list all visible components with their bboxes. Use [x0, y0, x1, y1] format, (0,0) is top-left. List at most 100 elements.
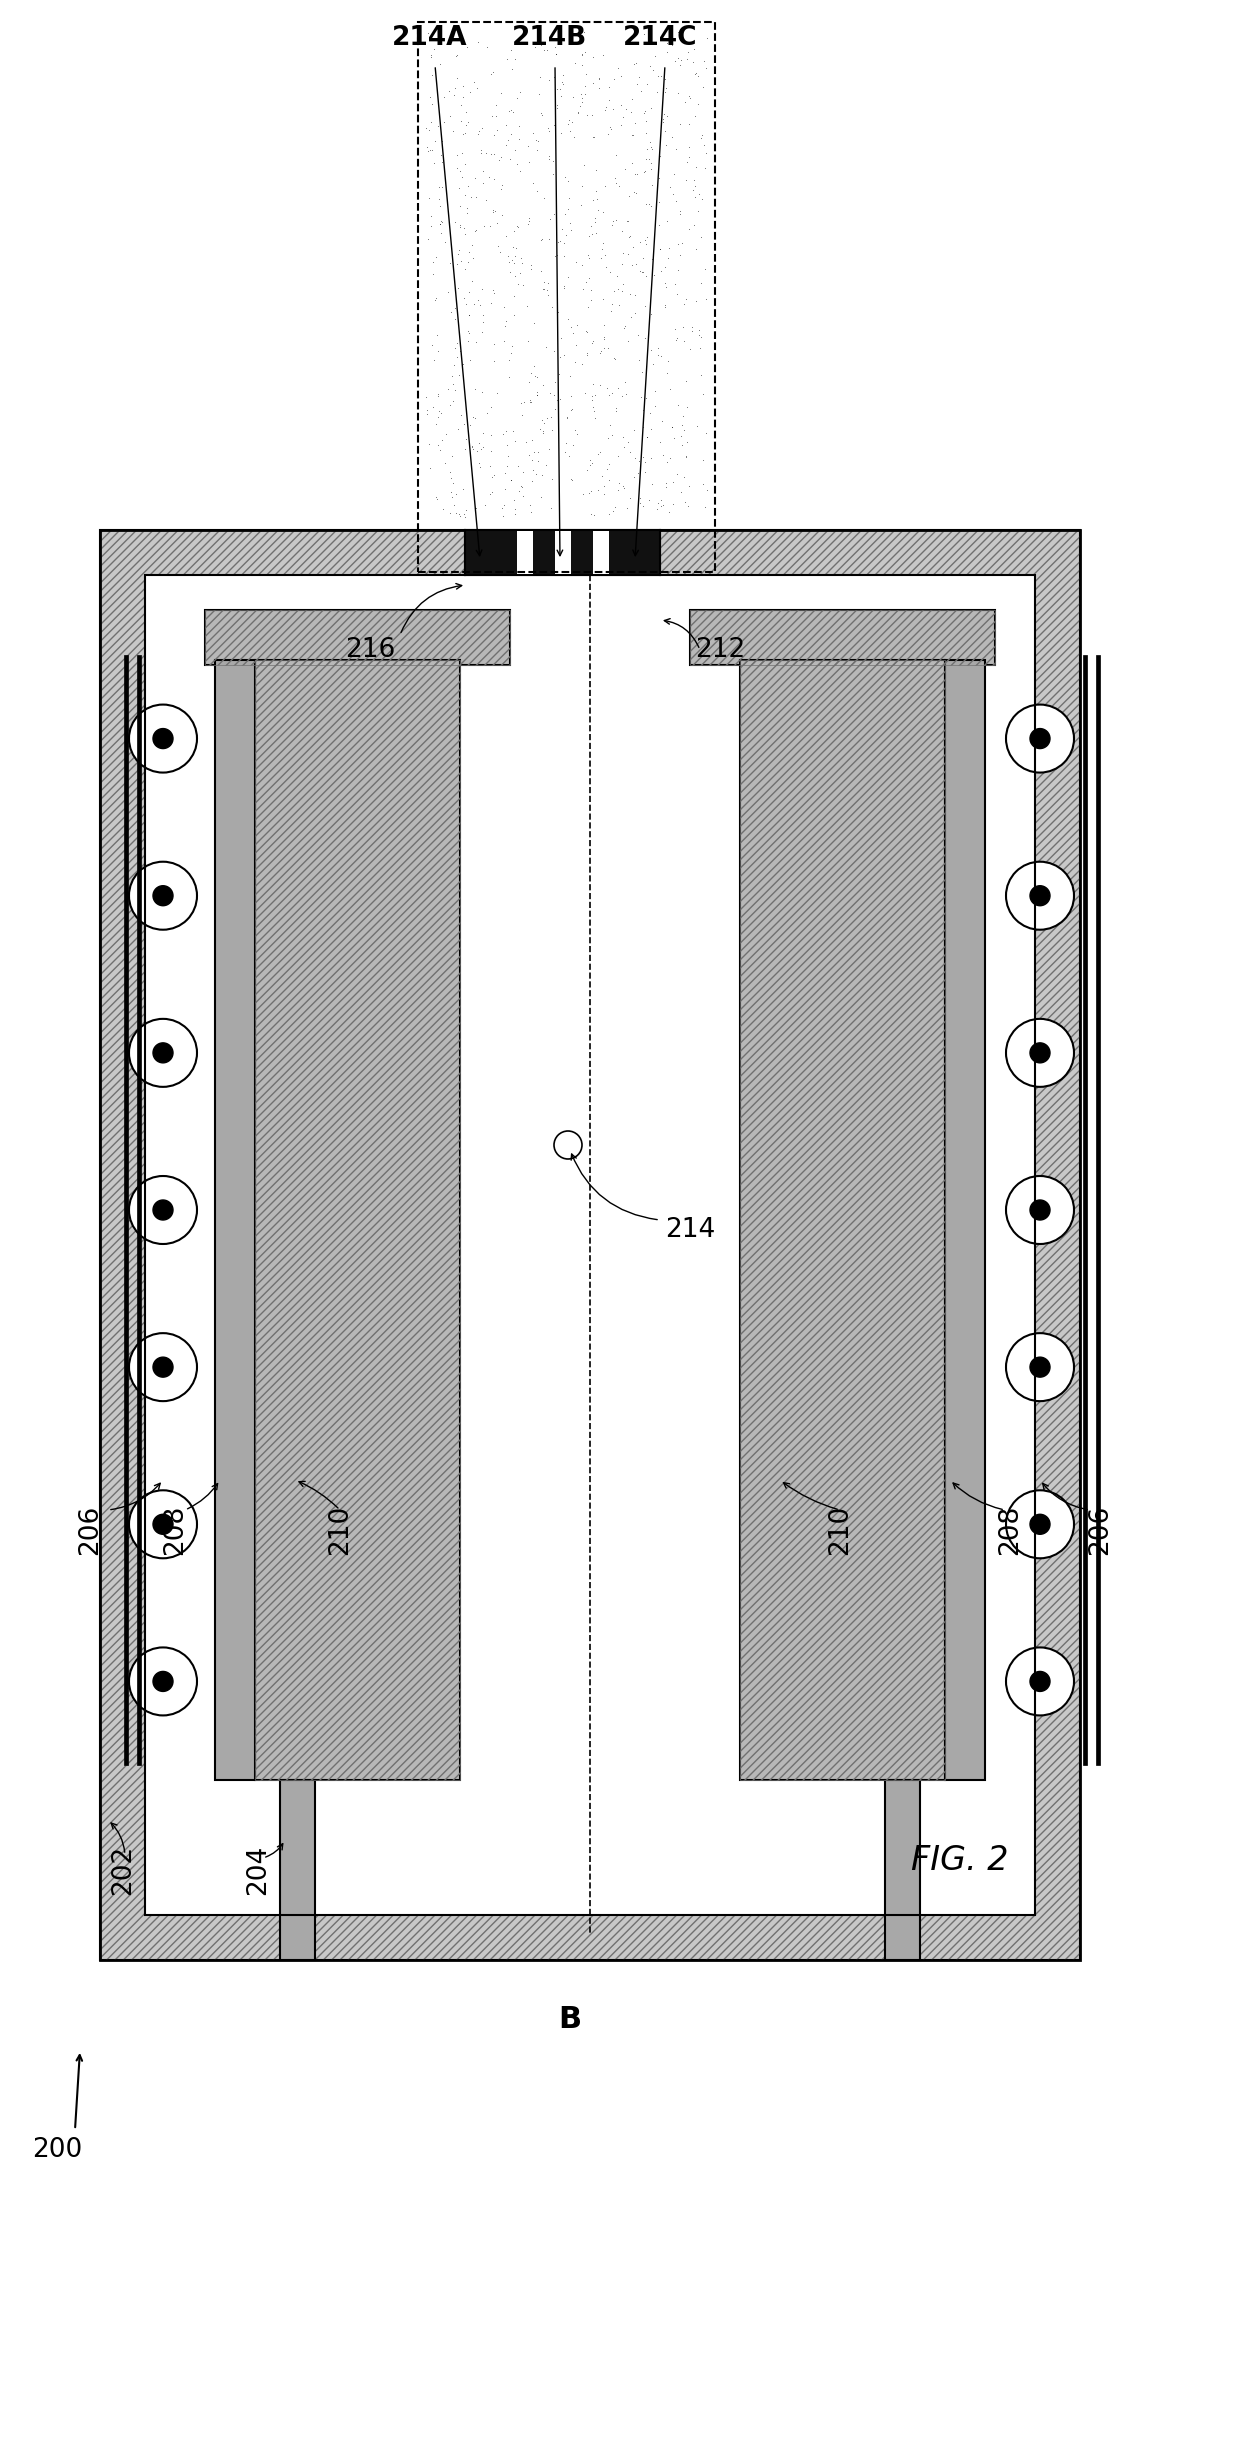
- Point: [511, 382, 531, 421]
- Point: [582, 323, 601, 363]
- Point: [622, 142, 642, 181]
- Point: [537, 29, 557, 69]
- Point: [548, 86, 568, 125]
- Point: [455, 497, 475, 537]
- Point: [444, 76, 464, 115]
- Point: [505, 277, 525, 316]
- Point: [511, 466, 531, 505]
- Point: [565, 243, 585, 282]
- Point: [686, 54, 706, 93]
- Point: [582, 96, 601, 135]
- Point: [683, 172, 703, 211]
- Point: [605, 338, 625, 377]
- Point: [417, 108, 436, 147]
- Point: [546, 390, 565, 429]
- Point: [635, 220, 655, 260]
- Bar: [689, 610, 994, 664]
- Circle shape: [1006, 1333, 1074, 1401]
- Point: [471, 372, 491, 412]
- Point: [634, 390, 653, 429]
- Point: [563, 314, 583, 353]
- Point: [632, 252, 652, 292]
- Point: [472, 296, 492, 336]
- Point: [482, 456, 502, 495]
- Point: [627, 453, 647, 492]
- Point: [672, 223, 692, 262]
- Point: [688, 56, 708, 96]
- Point: [539, 61, 559, 100]
- Point: [618, 235, 637, 274]
- Point: [594, 318, 614, 358]
- Point: [495, 485, 515, 524]
- Point: [657, 201, 677, 240]
- Point: [482, 96, 502, 135]
- Point: [419, 179, 439, 218]
- Point: [603, 417, 622, 456]
- Point: [647, 74, 667, 113]
- Point: [650, 181, 670, 220]
- Point: [562, 458, 582, 497]
- Point: [696, 49, 715, 88]
- Point: [631, 377, 651, 417]
- Point: [424, 341, 444, 380]
- Point: [544, 105, 564, 145]
- Point: [449, 230, 469, 270]
- Point: [693, 441, 713, 480]
- Point: [606, 201, 626, 240]
- Point: [675, 458, 694, 497]
- Circle shape: [153, 1671, 174, 1690]
- Point: [503, 93, 523, 132]
- Bar: [100, 529, 1080, 1960]
- Point: [459, 311, 479, 350]
- Point: [449, 495, 469, 534]
- Point: [637, 417, 657, 456]
- Point: [577, 311, 596, 350]
- Point: [608, 270, 627, 309]
- Point: [620, 216, 640, 255]
- Point: [600, 252, 620, 292]
- Point: [564, 118, 584, 157]
- Point: [505, 495, 525, 534]
- Point: [688, 316, 708, 355]
- Point: [650, 230, 670, 270]
- Point: [428, 108, 448, 147]
- Point: [454, 279, 474, 318]
- Point: [622, 228, 642, 267]
- Point: [665, 419, 684, 458]
- Point: [619, 218, 639, 257]
- Point: [644, 49, 663, 88]
- Point: [542, 458, 562, 497]
- Point: [527, 456, 547, 495]
- Bar: [255, 659, 460, 1781]
- Circle shape: [129, 862, 197, 929]
- Point: [422, 37, 441, 76]
- Point: [572, 47, 591, 86]
- Bar: [255, 659, 460, 1781]
- Point: [558, 162, 578, 201]
- Point: [417, 377, 436, 417]
- Point: [463, 429, 482, 468]
- Point: [655, 247, 675, 287]
- Point: [673, 321, 693, 360]
- Point: [556, 424, 575, 463]
- Point: [608, 368, 627, 407]
- Point: [482, 473, 502, 512]
- Point: [585, 399, 605, 439]
- Point: [559, 436, 579, 475]
- Point: [668, 12, 688, 51]
- Point: [557, 216, 577, 255]
- Point: [568, 93, 588, 132]
- Point: [549, 69, 569, 108]
- Point: [634, 252, 653, 292]
- Point: [686, 176, 706, 216]
- Point: [694, 42, 714, 81]
- Point: [464, 284, 484, 323]
- Point: [584, 179, 604, 218]
- Point: [668, 39, 688, 78]
- Point: [472, 301, 492, 341]
- Point: [656, 265, 676, 304]
- Point: [527, 375, 547, 414]
- Point: [534, 270, 554, 309]
- Point: [582, 380, 601, 419]
- Point: [471, 130, 491, 169]
